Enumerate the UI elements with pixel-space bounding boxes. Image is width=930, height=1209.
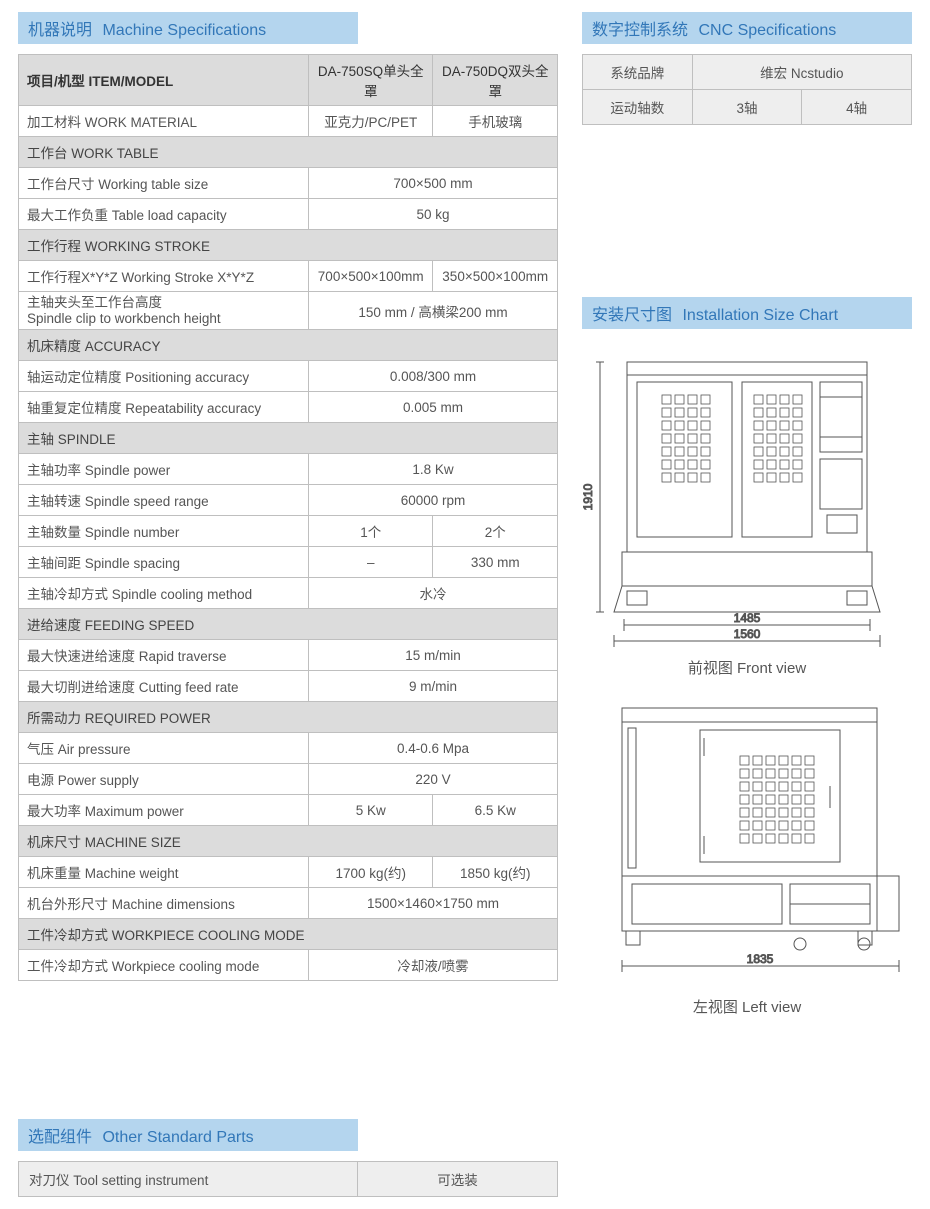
section-header-machine-spec: 机器说明 Machine Specifications [18, 12, 358, 44]
spec-section-row: 机床精度 ACCURACY [19, 330, 558, 361]
cnc-table: 系统品牌维宏 Ncstudio运动轴数3轴4轴 [582, 54, 912, 125]
spec-header-item: 项目/机型 ITEM/MODEL [19, 55, 309, 106]
spec-row-value: 150 mm / 高横梁200 mm [309, 292, 558, 330]
spec-row-value: 50 kg [309, 199, 558, 230]
spec-row-value: 1850 kg(约) [433, 857, 558, 888]
section-title-zh: 数字控制系统 [592, 22, 688, 39]
spec-row-label: 轴运动定位精度 Positioning accuracy [19, 361, 309, 392]
svg-text:1835: 1835 [747, 952, 774, 966]
spec-section-row: 机床尺寸 MACHINE SIZE [19, 826, 558, 857]
spec-section-row: 主轴 SPINDLE [19, 423, 558, 454]
spec-row-label: 电源 Power supply [19, 764, 309, 795]
spec-section-row: 工件冷却方式 WORKPIECE COOLING MODE [19, 919, 558, 950]
cnc-row-label: 运动轴数 [583, 90, 693, 125]
spec-row-label: 机床重量 Machine weight [19, 857, 309, 888]
spec-row-value: 330 mm [433, 547, 558, 578]
spec-section-row: 所需动力 REQUIRED POWER [19, 702, 558, 733]
spec-row-label: 主轴夹头至工作台高度Spindle clip to workbench heig… [19, 292, 309, 330]
section-header-parts: 选配组件 Other Standard Parts [18, 1119, 358, 1151]
spec-row-value: 0.008/300 mm [309, 361, 558, 392]
svg-text:1485: 1485 [734, 611, 761, 625]
spec-row-label: 工作台尺寸 Working table size [19, 168, 309, 199]
spec-row-label: 主轴间距 Spindle spacing [19, 547, 309, 578]
cnc-row-label: 系统品牌 [583, 55, 693, 90]
spec-row-value: 700×500×100mm [309, 261, 433, 292]
svg-text:1560: 1560 [734, 627, 761, 641]
svg-text:1910: 1910 [582, 483, 595, 510]
section-title-en: Installation Size Chart [682, 307, 838, 324]
spec-row-value: 0.005 mm [309, 392, 558, 423]
section-header-install: 安装尺寸图 Installation Size Chart [582, 297, 912, 329]
section-title-en: CNC Specifications [698, 22, 836, 39]
spec-row-value: 9 m/min [309, 671, 558, 702]
spec-row-value: 350×500×100mm [433, 261, 558, 292]
parts-table: 对刀仪 Tool setting instrument可选装 [18, 1161, 558, 1197]
section-title-en: Machine Specifications [102, 22, 266, 39]
spec-row-value: 1.8 Kw [309, 454, 558, 485]
machine-spec-table: 项目/机型 ITEM/MODEL DA-750SQ单头全罩 DA-750DQ双头… [18, 54, 558, 981]
spec-row-label: 最大切削进给速度 Cutting feed rate [19, 671, 309, 702]
spec-row-value: 15 m/min [309, 640, 558, 671]
spec-section-row: 工作台 WORK TABLE [19, 137, 558, 168]
spec-row-value: 1700 kg(约) [309, 857, 433, 888]
spec-row-value: 6.5 Kw [433, 795, 558, 826]
spec-row-label: 最大功率 Maximum power [19, 795, 309, 826]
spec-section-row: 进给速度 FEEDING SPEED [19, 609, 558, 640]
spec-row-value: 0.4-0.6 Mpa [309, 733, 558, 764]
spec-row-value: 亚克力/PC/PET [309, 106, 433, 137]
spec-row-label: 最大工作负重 Table load capacity [19, 199, 309, 230]
section-header-cnc: 数字控制系统 CNC Specifications [582, 12, 912, 44]
parts-row-label: 对刀仪 Tool setting instrument [19, 1162, 358, 1197]
section-title-zh: 机器说明 [28, 22, 92, 39]
spec-row-label: 主轴冷却方式 Spindle cooling method [19, 578, 309, 609]
left-view-caption: 左视图 Left view [582, 996, 912, 1017]
spec-header-col1: DA-750SQ单头全罩 [309, 55, 433, 106]
spec-row-label: 加工材料 WORK MATERIAL [19, 106, 309, 137]
spec-row-value: – [309, 547, 433, 578]
spec-row-value: 220 V [309, 764, 558, 795]
spec-section-row: 工作行程 WORKING STROKE [19, 230, 558, 261]
spec-row-label: 工作行程X*Y*Z Working Stroke X*Y*Z [19, 261, 309, 292]
spec-row-value: 水冷 [309, 578, 558, 609]
spec-header-col2: DA-750DQ双头全罩 [433, 55, 558, 106]
spec-row-label: 机台外形尺寸 Machine dimensions [19, 888, 309, 919]
section-title-zh: 安装尺寸图 [592, 307, 672, 324]
spec-row-value: 1500×1460×1750 mm [309, 888, 558, 919]
cnc-row-value: 4轴 [802, 90, 912, 125]
section-title-zh: 选配组件 [28, 1129, 92, 1146]
parts-row-value: 可选装 [358, 1162, 558, 1197]
front-view-caption: 前视图 Front view [582, 657, 912, 678]
spec-row-value: 1个 [309, 516, 433, 547]
cnc-row-value: 3轴 [692, 90, 802, 125]
front-view-diagram: 1910 [582, 347, 912, 678]
cnc-row-value: 维宏 Ncstudio [692, 55, 911, 90]
spec-row-label: 最大快速进给速度 Rapid traverse [19, 640, 309, 671]
spec-row-label: 主轴功率 Spindle power [19, 454, 309, 485]
spec-row-value: 5 Kw [309, 795, 433, 826]
spec-row-label: 工件冷却方式 Workpiece cooling mode [19, 950, 309, 981]
left-view-diagram: 1835 左视图 Left view [582, 696, 912, 1017]
section-title-en: Other Standard Parts [102, 1129, 253, 1146]
spec-row-value: 700×500 mm [309, 168, 558, 199]
spec-row-value: 2个 [433, 516, 558, 547]
spec-row-label: 轴重复定位精度 Repeatability accuracy [19, 392, 309, 423]
spec-row-value: 冷却液/喷雾 [309, 950, 558, 981]
spec-row-label: 主轴数量 Spindle number [19, 516, 309, 547]
spec-row-label: 主轴转速 Spindle speed range [19, 485, 309, 516]
spec-row-value: 60000 rpm [309, 485, 558, 516]
spec-row-value: 手机玻璃 [433, 106, 558, 137]
spec-row-label: 气压 Air pressure [19, 733, 309, 764]
